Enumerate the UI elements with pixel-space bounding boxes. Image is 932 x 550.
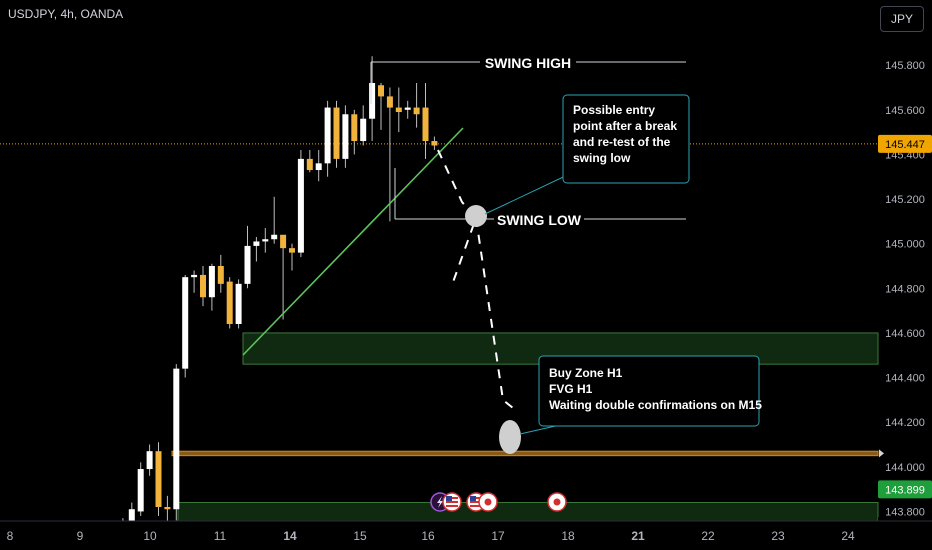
- candle: [280, 234, 287, 320]
- x-tick-label: 23: [771, 529, 785, 543]
- x-tick-label: 11: [214, 529, 227, 543]
- candle: [182, 274, 189, 378]
- zone-price-label-1-text: 143.899: [885, 484, 925, 496]
- buy-note-line: Waiting double confirmations on M15: [549, 398, 762, 412]
- buy-zone: [171, 450, 879, 457]
- candle: [191, 270, 198, 293]
- time-axis[interactable]: 8 9 10 11 14 15 16 17 18 21 22 23 24: [0, 520, 932, 550]
- x-tick-label: 24: [841, 529, 855, 543]
- x-tick-label: 21: [631, 529, 645, 543]
- trendline[interactable]: [242, 127, 464, 356]
- swing-high-label: SWING HIGH: [485, 55, 571, 71]
- y-tick-label: 144.800: [885, 283, 925, 295]
- entry-note-line: Possible entry: [573, 103, 655, 117]
- candle: [413, 83, 420, 128]
- x-tick-label: 10: [143, 529, 157, 543]
- candle: [324, 100, 331, 177]
- entry-callout[interactable]: Possible entry point after a break and re-…: [484, 94, 690, 215]
- entry-note-line: point after a break: [573, 119, 677, 133]
- candle: [342, 105, 349, 168]
- symbol-title: USDJPY, 4h, OANDA: [8, 7, 124, 21]
- candle: [386, 87, 393, 222]
- y-tick-label: 143.800: [885, 506, 925, 518]
- zone-price-label-1: 143.899: [878, 480, 932, 499]
- last-price-label-text: 145.447: [885, 139, 925, 151]
- candle: [333, 100, 340, 168]
- y-tick-label: 145.200: [885, 194, 925, 206]
- swing-high-marker[interactable]: SWING HIGH: [370, 55, 686, 104]
- currency-button[interactable]: JPY: [880, 6, 924, 32]
- y-tick-label: 144.400: [885, 373, 925, 385]
- buy-note-line: FVG H1: [549, 382, 593, 396]
- candle: [297, 149, 304, 258]
- price-axis[interactable]: 145.800145.600145.400145.200145.000144.8…: [885, 60, 925, 518]
- candle: [137, 462, 144, 516]
- japan-flag-icon[interactable]: [547, 492, 567, 512]
- x-tick-label: 16: [421, 529, 435, 543]
- candle: [289, 243, 295, 271]
- candle: [164, 495, 171, 525]
- last-price-label: 145.447: [878, 134, 932, 153]
- buy-zone-circle[interactable]: [499, 420, 521, 454]
- candle: [200, 265, 206, 307]
- candle: [351, 109, 358, 155]
- candle: [431, 136, 438, 150]
- buy-note-line: Buy Zone H1: [549, 366, 623, 380]
- candle: [253, 236, 260, 262]
- candle: [306, 149, 313, 173]
- x-tick-label: 14: [283, 529, 297, 543]
- x-tick-label: 17: [491, 529, 505, 543]
- candle: [155, 442, 162, 516]
- projection-path-down: [475, 217, 514, 409]
- x-tick-label: 9: [77, 529, 84, 543]
- candle: [262, 228, 269, 253]
- entry-point-circle[interactable]: [465, 205, 487, 227]
- y-tick-label: 145.800: [885, 60, 925, 72]
- y-tick-label: 145.000: [885, 239, 925, 251]
- x-tick-label: 15: [353, 529, 367, 543]
- candle: [208, 263, 215, 311]
- swing-low-label: SWING LOW: [497, 212, 582, 228]
- us-flag-icon[interactable]: [442, 492, 462, 512]
- y-tick-label: 145.600: [885, 105, 925, 117]
- candle: [395, 87, 402, 133]
- entry-note-line: and re-test of the: [573, 135, 671, 149]
- japan-flag-icon[interactable]: [478, 492, 498, 512]
- candle: [244, 225, 251, 289]
- x-tick-label: 8: [7, 529, 14, 543]
- candle: [271, 196, 278, 244]
- candle: [422, 83, 429, 159]
- entry-note-line: swing low: [573, 151, 631, 165]
- candle: [173, 364, 180, 521]
- y-tick-label: 144.000: [885, 462, 925, 474]
- x-tick-label: 22: [701, 529, 715, 543]
- candle: [378, 83, 384, 130]
- zone-arrow-marker: [879, 449, 884, 458]
- y-tick-label: 144.200: [885, 417, 925, 429]
- candle: [146, 444, 153, 476]
- candle: [369, 56, 376, 142]
- candle: [315, 149, 322, 182]
- candle: [235, 279, 242, 329]
- candle: [217, 254, 224, 293]
- candle: [360, 105, 367, 146]
- candle: [404, 100, 411, 119]
- buy-zone-callout[interactable]: Buy Zone H1 FVG H1 Waiting double confirma…: [519, 355, 762, 435]
- candle: [226, 277, 233, 329]
- y-tick-label: 144.600: [885, 328, 925, 340]
- x-tick-label: 18: [561, 529, 575, 543]
